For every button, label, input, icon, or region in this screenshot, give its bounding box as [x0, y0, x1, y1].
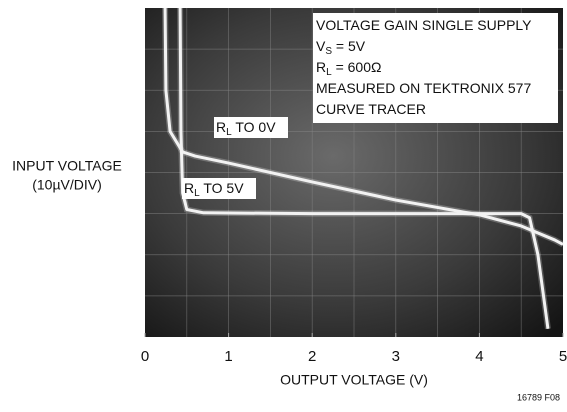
x-tick-label: 5: [559, 348, 567, 365]
info-line-part: L: [326, 67, 332, 78]
info-line: VS = 5V: [316, 38, 366, 57]
curve-label: RL TO 5V: [184, 180, 244, 199]
y-axis-label: (10µV/DIV): [32, 177, 102, 193]
curve-label-part: TO 0V: [232, 119, 277, 135]
x-tick-label: 3: [392, 348, 400, 365]
x-axis-label: OUTPUT VOLTAGE (V): [280, 372, 428, 388]
info-line: MEASURED ON TEKTRONIX 577: [316, 80, 531, 96]
info-line-part: R: [316, 59, 326, 75]
info-line: RL = 600Ω: [316, 59, 381, 78]
x-tick-label: 2: [308, 348, 316, 365]
curve-label-part: TO 5V: [200, 180, 245, 196]
x-tick-label: 1: [224, 348, 232, 365]
info-line-part: = 5V: [332, 38, 366, 54]
x-tick-label: 0: [141, 348, 149, 365]
info-line: CURVE TRACER: [316, 101, 426, 117]
curve-label-part: L: [194, 188, 200, 199]
info-line-part: V: [316, 38, 326, 54]
curve-label-box: [182, 178, 256, 199]
info-line-part: = 600Ω: [332, 59, 382, 75]
info-line-part: CURVE TRACER: [316, 101, 426, 117]
y-axis-label: INPUT VOLTAGE: [12, 158, 122, 174]
curve-label-box: [214, 117, 288, 138]
curve-label-part: R: [216, 119, 226, 135]
curve: [163, 7, 564, 246]
info-line-part: VOLTAGE GAIN SINGLE SUPPLY: [316, 17, 532, 33]
info-box: [313, 13, 558, 123]
info-line: VOLTAGE GAIN SINGLE SUPPLY: [316, 17, 532, 33]
x-tick-label: 4: [475, 348, 483, 365]
curve-label-part: R: [184, 180, 194, 196]
info-line-part: MEASURED ON TEKTRONIX 577: [316, 80, 531, 96]
curve-label-part: L: [226, 127, 232, 138]
info-line-part: S: [325, 46, 332, 57]
figure-id: 16789 F08: [517, 392, 560, 402]
curve-label: RL TO 0V: [216, 119, 276, 138]
